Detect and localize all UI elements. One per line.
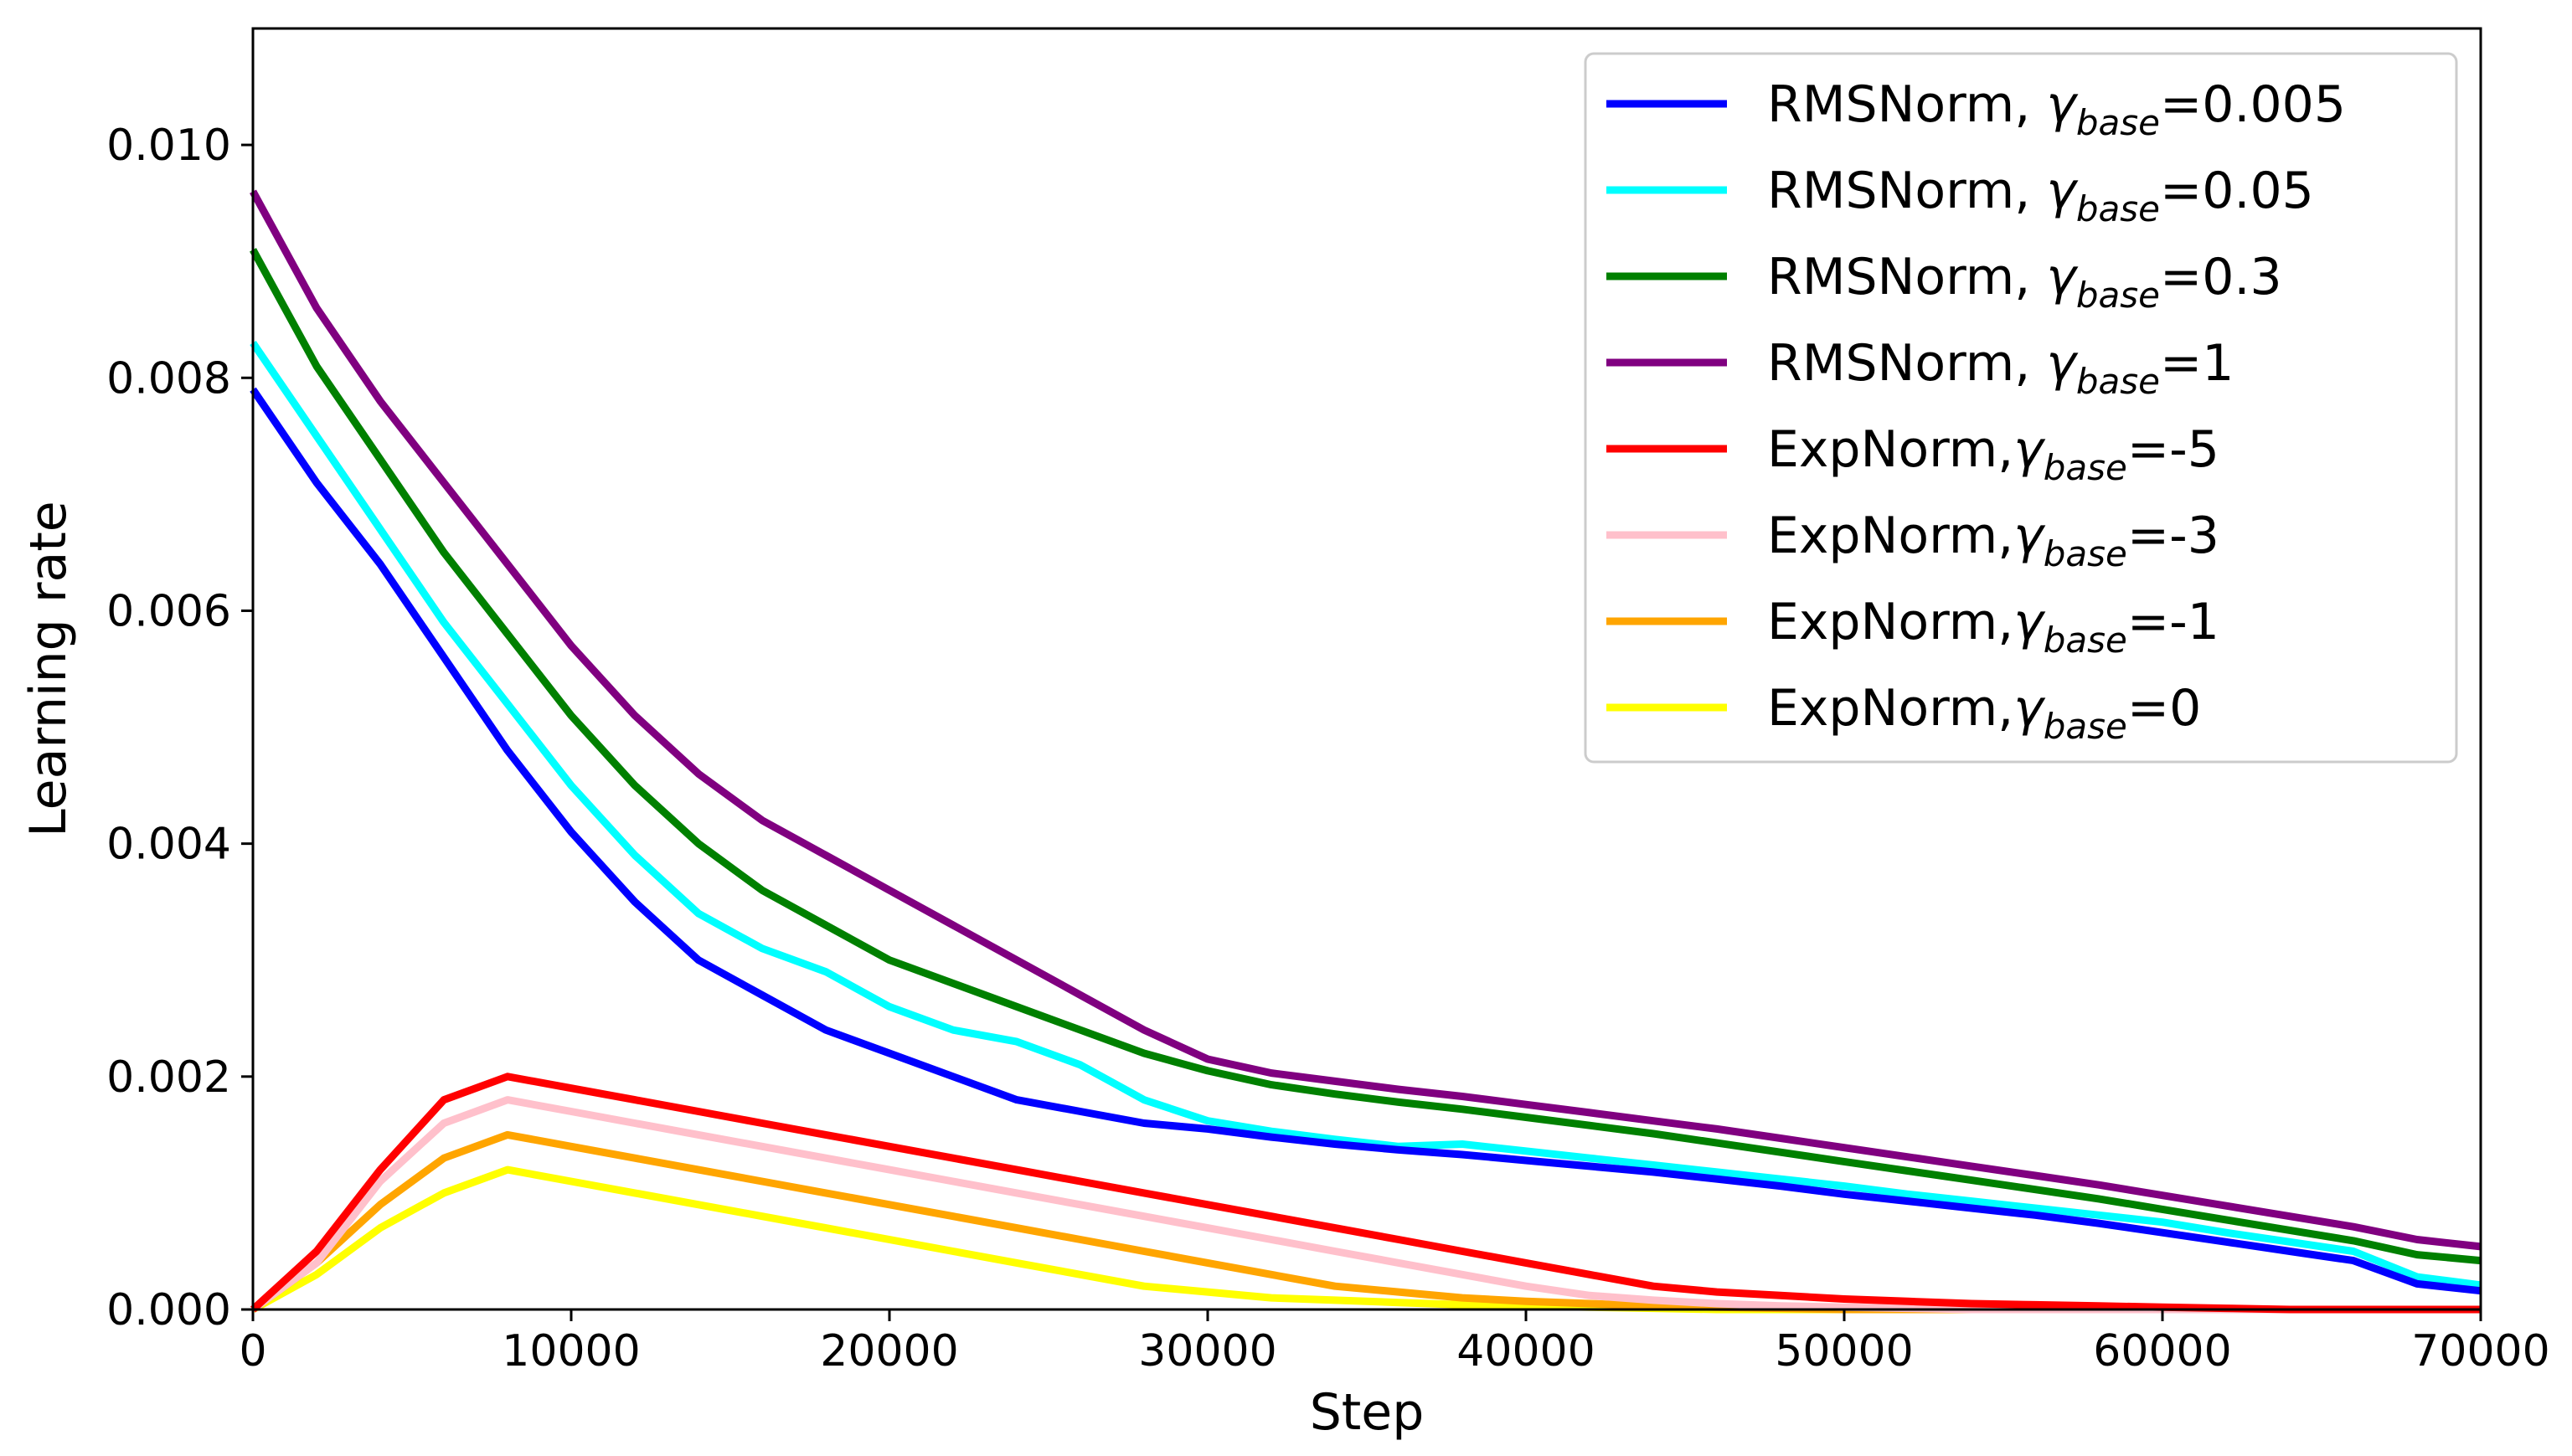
legend-label-subscript: base (2044, 706, 2127, 747)
legend-label-suffix: =1 (2160, 334, 2234, 393)
y-tick-label: 0.000 (106, 1285, 231, 1335)
x-tick-label: 40000 (1456, 1326, 1595, 1376)
x-tick-label: 50000 (1775, 1326, 1913, 1376)
x-axis-title: Step (1310, 1383, 1425, 1442)
series-line (250, 387, 2482, 1295)
legend-label-suffix: =-5 (2127, 420, 2219, 479)
x-tick-label: 0 (239, 1326, 266, 1376)
legend-label-suffix: =0.3 (2160, 248, 2282, 306)
legend-label-symbol: γ (2046, 334, 2079, 393)
y-tick-label: 0.010 (106, 121, 231, 171)
x-tick-label: 10000 (502, 1326, 640, 1376)
legend-label: ExpNorm,γbase=-5 (1767, 420, 2219, 488)
legend-label: ExpNorm,γbase=-3 (1767, 507, 2219, 574)
legend-label-suffix: =0.05 (2160, 162, 2314, 220)
legend-label-prefix: ExpNorm, (1767, 507, 2013, 565)
series-line (250, 340, 2482, 1289)
legend-box (1584, 52, 2458, 764)
legend-label-subscript: base (2076, 361, 2160, 402)
legend-label-subscript: base (2044, 533, 2127, 574)
legend-label-symbol: γ (2013, 593, 2046, 651)
legend-label-prefix: RMSNorm, (1767, 75, 2046, 134)
y-tick-label: 0.002 (106, 1052, 231, 1103)
legend-label-symbol: γ (2013, 507, 2046, 565)
series-layer (250, 189, 2482, 1314)
series-line (250, 248, 2482, 1265)
x-tick-label: 20000 (820, 1326, 958, 1376)
legend-label-symbol: γ (2013, 679, 2046, 738)
y-axis-title: Learning rate (19, 501, 78, 836)
legend-label-suffix: =-1 (2127, 593, 2219, 651)
y-tick-label: 0.004 (106, 820, 231, 870)
legend-label-prefix: ExpNorm, (1767, 593, 2013, 651)
legend-label-subscript: base (2076, 275, 2160, 316)
legend-label-suffix: =-3 (2127, 507, 2219, 565)
legend-label: RMSNorm, γbase=1 (1767, 334, 2234, 402)
x-tick-label: 70000 (2411, 1326, 2549, 1376)
legend-label-subscript: base (2076, 188, 2160, 229)
plot-frame (251, 27, 2482, 1311)
y-tick-label: 0.006 (106, 586, 231, 636)
x-tick-label: 60000 (2093, 1326, 2231, 1376)
legend-label: RMSNorm, γbase=0.005 (1767, 75, 2346, 143)
legend-label: RMSNorm, γbase=0.05 (1767, 162, 2314, 229)
legend-label-prefix: RMSNorm, (1767, 248, 2046, 306)
legend-label-prefix: ExpNorm, (1767, 679, 2013, 738)
legend-label-suffix: =0 (2127, 679, 2201, 738)
x-tick-label: 30000 (1138, 1326, 1276, 1376)
y-axis: 0.000 0.002 0.004 0.006 0.008 0.010 (106, 121, 253, 1335)
series-line (250, 189, 2482, 1251)
legend-label-prefix: RMSNorm, (1767, 334, 2046, 393)
legend-label-suffix: =0.005 (2160, 75, 2346, 134)
y-tick-label: 0.008 (106, 353, 231, 404)
x-axis: 0 10000 20000 30000 40000 50000 60000 70000 (239, 1309, 2550, 1376)
legend-label-symbol: γ (2046, 248, 2079, 306)
legend-label-symbol: γ (2046, 75, 2079, 134)
legend-label: ExpNorm,γbase=-1 (1767, 593, 2219, 661)
legend-label: ExpNorm,γbase=0 (1767, 679, 2201, 747)
legend-label-prefix: RMSNorm, (1767, 162, 2046, 220)
legend-label-subscript: base (2044, 620, 2127, 661)
legend-label-symbol: γ (2046, 162, 2079, 220)
legend-label: RMSNorm, γbase=0.3 (1767, 248, 2282, 316)
legend-label-prefix: ExpNorm, (1767, 420, 2013, 479)
legend-label-symbol: γ (2013, 420, 2046, 479)
legend-label-subscript: base (2076, 102, 2160, 143)
series-line (250, 1073, 2481, 1314)
legend-label-subscript: base (2044, 447, 2127, 488)
